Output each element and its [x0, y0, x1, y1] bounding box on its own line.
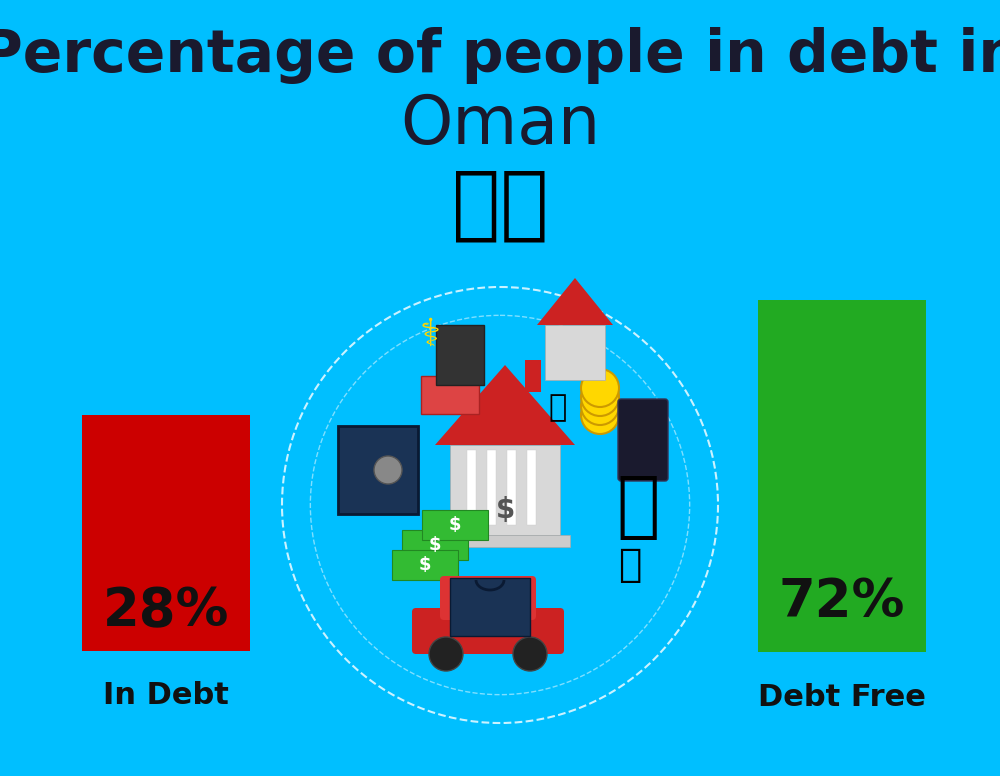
Circle shape: [581, 387, 619, 425]
Polygon shape: [537, 278, 613, 325]
Text: 🔑: 🔑: [549, 393, 567, 422]
FancyBboxPatch shape: [440, 576, 536, 620]
Text: $: $: [449, 516, 461, 534]
FancyBboxPatch shape: [507, 450, 516, 525]
Text: 🇴🇲: 🇴🇲: [452, 166, 548, 244]
FancyBboxPatch shape: [450, 445, 560, 535]
Polygon shape: [435, 365, 575, 445]
FancyBboxPatch shape: [82, 415, 250, 651]
Text: ⚕: ⚕: [420, 316, 440, 354]
Text: Percentage of people in debt in: Percentage of people in debt in: [0, 26, 1000, 84]
FancyBboxPatch shape: [392, 550, 458, 580]
Text: In Debt: In Debt: [103, 681, 229, 711]
Text: $: $: [495, 496, 515, 524]
FancyBboxPatch shape: [618, 399, 668, 481]
Circle shape: [581, 396, 619, 434]
FancyBboxPatch shape: [450, 578, 530, 636]
FancyBboxPatch shape: [422, 510, 488, 540]
FancyBboxPatch shape: [421, 376, 479, 414]
Text: $: $: [419, 556, 431, 574]
Circle shape: [374, 456, 402, 484]
FancyBboxPatch shape: [487, 450, 496, 525]
Circle shape: [581, 378, 619, 416]
FancyBboxPatch shape: [338, 426, 418, 514]
FancyBboxPatch shape: [440, 535, 570, 547]
Text: $: $: [429, 536, 441, 554]
Text: Debt Free: Debt Free: [758, 683, 926, 712]
FancyBboxPatch shape: [758, 300, 926, 652]
FancyBboxPatch shape: [525, 360, 541, 392]
Circle shape: [513, 637, 547, 671]
Circle shape: [581, 369, 619, 407]
FancyBboxPatch shape: [412, 608, 564, 654]
FancyBboxPatch shape: [436, 325, 484, 385]
FancyBboxPatch shape: [527, 450, 536, 525]
Text: Oman: Oman: [400, 92, 600, 158]
Circle shape: [429, 637, 463, 671]
Text: 72%: 72%: [779, 576, 905, 628]
FancyBboxPatch shape: [402, 530, 468, 560]
FancyBboxPatch shape: [545, 325, 605, 380]
Text: 28%: 28%: [103, 585, 229, 637]
Text: 🎓: 🎓: [616, 473, 660, 542]
FancyBboxPatch shape: [467, 450, 476, 525]
Text: 🔒: 🔒: [618, 546, 642, 584]
